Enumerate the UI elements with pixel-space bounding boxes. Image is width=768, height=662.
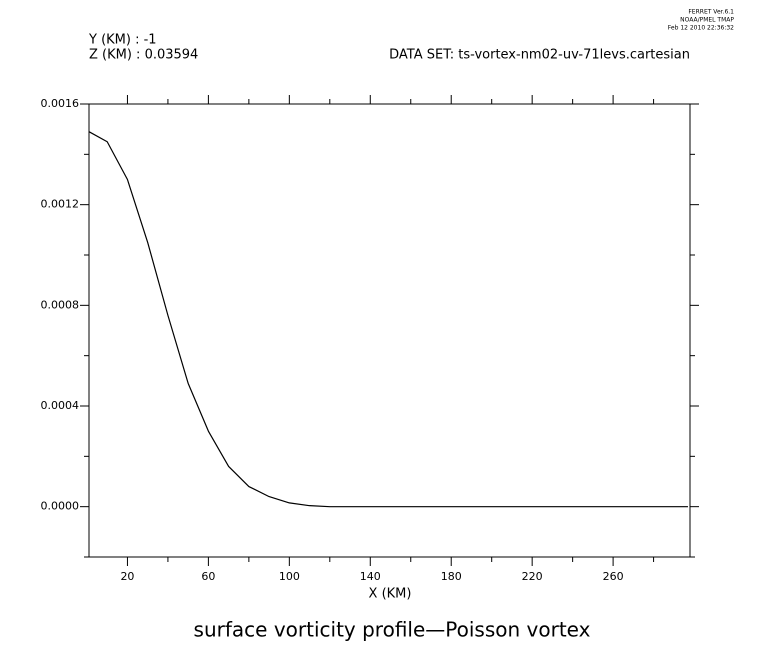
stamp-line: Feb 12 2010 22:36:32 — [668, 25, 734, 32]
header-y: Y (KM) : -1 — [88, 33, 157, 48]
stamp-line: FERRET Ver.6.1 — [688, 9, 734, 16]
chart-title: surface vorticity profile—Poisson vortex — [194, 618, 591, 642]
x-tick-label: 20 — [120, 570, 134, 583]
x-tick-label: 140 — [360, 570, 381, 583]
x-axis-label: X (KM) — [369, 587, 412, 602]
dataset: DATA SET: ts-vortex-nm02-uv-71levs.carte… — [389, 48, 690, 63]
stamp-line: NOAA/PMEL TMAP — [680, 17, 734, 24]
y-tick-label: 0.0008 — [41, 298, 80, 311]
line-series — [88, 131, 688, 508]
y-tick-label: 0.0004 — [41, 399, 80, 412]
y-tick-label: 0.0016 — [41, 97, 80, 110]
header-z: Z (KM) : 0.03594 — [89, 48, 198, 63]
x-tick-label: 100 — [279, 570, 300, 583]
plot-frame — [88, 103, 691, 558]
x-tick-label: 180 — [441, 570, 462, 583]
y-tick-label: 0.0000 — [41, 500, 80, 513]
x-tick-label: 220 — [522, 570, 543, 583]
x-tick-label: 60 — [201, 570, 215, 583]
x-tick-label: 260 — [603, 570, 624, 583]
y-tick-label: 0.0012 — [41, 198, 80, 211]
